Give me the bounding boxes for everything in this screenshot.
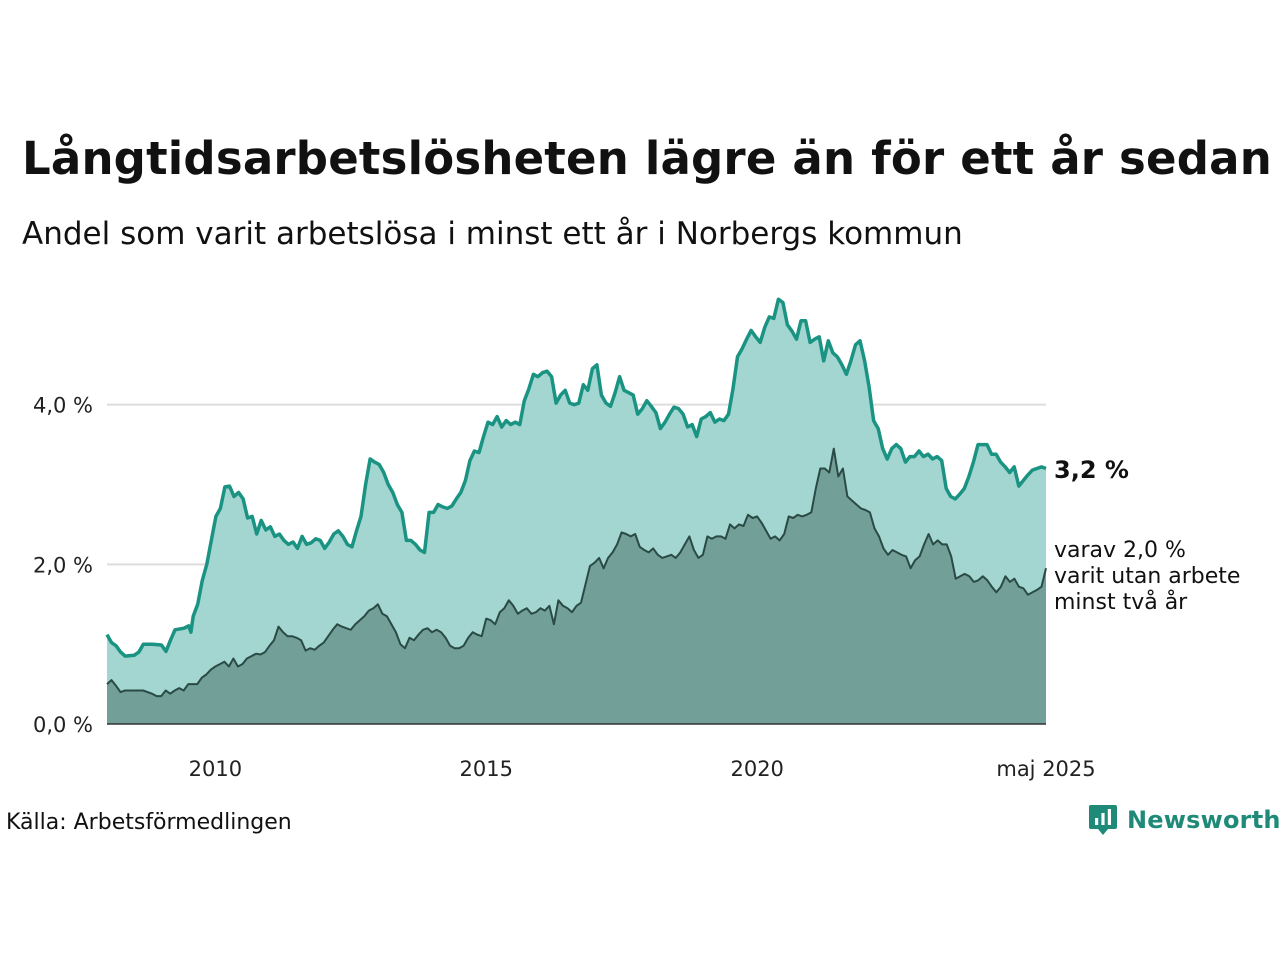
x-tick-label-1: 2015 <box>460 757 513 781</box>
brand-logo[interactable]: Newsworthy <box>1088 803 1280 837</box>
axes: 0,0 % 2,0 % 4,0 % 2010 2015 2020 maj 2025 <box>33 394 1096 781</box>
brand-name: Newsworthy <box>1127 806 1280 834</box>
secondary-label-line-1: varit utan arbete <box>1054 564 1240 589</box>
chart-title: Långtidsarbetslösheten lägre än för ett … <box>22 132 1272 185</box>
source-note: Källa: Arbetsförmedlingen <box>6 810 292 835</box>
y-tick-label-0: 0,0 % <box>33 713 93 737</box>
y-tick-label-1: 2,0 % <box>33 553 93 577</box>
chart-subtitle: Andel som varit arbetslösa i minst ett å… <box>22 216 963 252</box>
y-tick-label-2: 4,0 % <box>33 394 93 418</box>
area-series <box>105 297 1047 724</box>
secondary-label-line-2: minst två år <box>1054 589 1188 615</box>
x-tick-label-3: maj 2025 <box>996 757 1095 781</box>
series-line-0 <box>105 297 1047 658</box>
series-line-1 <box>106 447 1047 698</box>
primary-value-label: 3,2 % <box>1054 456 1129 484</box>
series-area-1 <box>107 448 1046 724</box>
x-tick-label-0: 2010 <box>189 757 242 781</box>
secondary-label-line-0: varav 2,0 % <box>1054 538 1186 563</box>
x-tick-label-2: 2020 <box>730 757 783 781</box>
newsworthy-logo-icon <box>1089 805 1117 835</box>
